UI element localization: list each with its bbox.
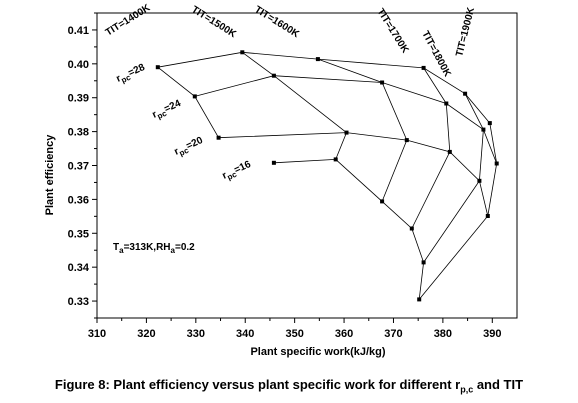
data-point-11 bbox=[494, 161, 499, 166]
data-point-15 bbox=[447, 149, 452, 154]
y-axis-ticks: 0.33 0.34 0.35 0.36 0.37 0.38 0.39 0.40 0.41 bbox=[68, 12, 97, 319]
rpc-curves bbox=[157, 51, 498, 300]
data-point-3 bbox=[421, 65, 426, 70]
tit-label-1800: TIT=1800K bbox=[419, 29, 453, 79]
data-point-19 bbox=[333, 157, 338, 162]
y-tick-label: 0.41 bbox=[68, 25, 89, 37]
caption-prefix: Figure 8: Plant efficiency versus plant … bbox=[54, 377, 461, 392]
tit-curve-6 bbox=[418, 123, 498, 300]
plot-frame bbox=[96, 12, 518, 319]
x-tick-label: 360 bbox=[335, 328, 353, 340]
tit-curve-4 bbox=[411, 67, 451, 229]
y-tick-label: 0.39 bbox=[68, 93, 89, 105]
tit-label-1400: TIT=1400K bbox=[104, 2, 153, 38]
data-point-9 bbox=[444, 101, 449, 106]
condition-label: Ta=313K,RHa=0.2 bbox=[113, 242, 195, 255]
rpc-label-28: rpc=28 bbox=[115, 62, 148, 87]
tit-label-1700: TIT=1700K bbox=[374, 7, 410, 56]
data-point-6 bbox=[192, 94, 197, 99]
x-tick-label: 320 bbox=[137, 328, 155, 340]
rpc-curve-16 bbox=[273, 158, 425, 300]
data-point-12 bbox=[216, 135, 221, 140]
rpc-curve-24 bbox=[194, 75, 498, 164]
data-point-22 bbox=[421, 260, 426, 265]
y-tick-label: 0.35 bbox=[68, 228, 89, 240]
x-tick-label: 380 bbox=[434, 328, 452, 340]
y-tick-label: 0.37 bbox=[68, 161, 89, 173]
y-axis-title: Plant efficiency bbox=[44, 134, 56, 216]
rpc-label-24: rpc=24 bbox=[151, 98, 184, 123]
data-point-8 bbox=[380, 80, 385, 85]
tit-label-1600: TIT=1600K bbox=[252, 4, 301, 40]
tit-curves bbox=[157, 51, 498, 300]
data-point-14 bbox=[404, 138, 409, 143]
y-tick-label: 0.36 bbox=[68, 194, 89, 206]
data-point-5 bbox=[487, 121, 492, 126]
chart: 310 320 330 340 350 360 370 380 390 0.33 0.34 0.35… bbox=[44, 2, 518, 358]
data-point-17 bbox=[485, 214, 490, 218]
tit-curve-3 bbox=[317, 58, 408, 202]
data-point-16 bbox=[477, 178, 482, 183]
x-tick-label: 310 bbox=[88, 328, 106, 340]
rpc-curve-28 bbox=[157, 51, 491, 124]
rpc-curve-20 bbox=[218, 132, 489, 217]
data-point-1 bbox=[240, 50, 245, 55]
y-tick-label: 0.34 bbox=[68, 262, 90, 274]
x-tick-label: 370 bbox=[384, 328, 402, 340]
tit-curve-5 bbox=[423, 93, 484, 263]
data-point-4 bbox=[463, 91, 468, 96]
data-points bbox=[155, 50, 499, 302]
x-tick-label: 350 bbox=[285, 328, 303, 340]
y-tick-label: 0.33 bbox=[68, 296, 89, 308]
data-point-7 bbox=[271, 73, 276, 78]
x-axis-ticks: 310 320 330 340 350 360 370 380 390 bbox=[88, 318, 501, 340]
x-tick-label: 330 bbox=[187, 328, 205, 340]
rpc-label-16: rpc=16 bbox=[221, 159, 254, 184]
data-point-2 bbox=[315, 57, 320, 62]
tit-curve-2 bbox=[242, 51, 347, 160]
tit-label-1500: TIT=1500K bbox=[189, 4, 238, 40]
x-tick-label: 340 bbox=[236, 328, 254, 340]
x-tick-label: 390 bbox=[483, 328, 501, 340]
y-tick-label: 0.38 bbox=[68, 127, 89, 139]
data-point-18 bbox=[271, 160, 276, 165]
data-point-20 bbox=[380, 199, 385, 204]
figure-caption: Figure 8: Plant efficiency versus plant … bbox=[0, 377, 578, 395]
x-axis-title: Plant specific work(kJ/kg) bbox=[250, 346, 385, 358]
data-point-23 bbox=[417, 297, 422, 302]
data-point-21 bbox=[409, 226, 414, 231]
data-point-0 bbox=[155, 65, 160, 70]
data-point-13 bbox=[344, 130, 349, 135]
rpc-label-20: rpc=20 bbox=[173, 135, 206, 160]
caption-sub: p,c bbox=[460, 384, 474, 395]
data-point-10 bbox=[481, 127, 486, 132]
y-tick-label: 0.40 bbox=[68, 59, 89, 71]
caption-suffix: and TIT bbox=[473, 377, 524, 392]
